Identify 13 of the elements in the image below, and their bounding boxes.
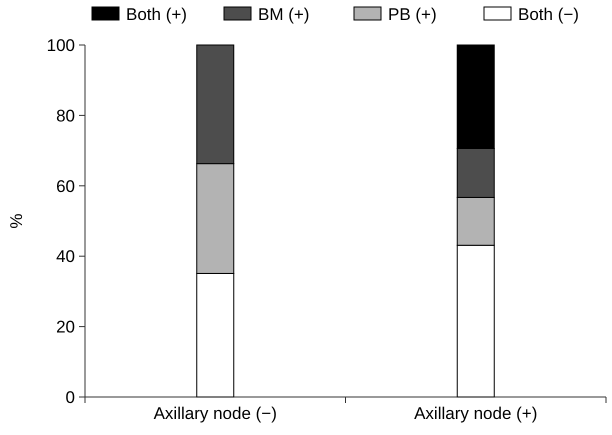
x-tick-label: Axillary node (+) <box>414 404 538 423</box>
y-tick-label: 40 <box>56 247 75 266</box>
y-tick-label: 0 <box>66 388 75 407</box>
y-axis-title: % <box>7 213 26 229</box>
legend-label: PB (+) <box>388 4 437 24</box>
y-tick-label: 100 <box>46 36 75 55</box>
legend-label: Both (−) <box>518 4 579 24</box>
legend-label: BM (+) <box>258 4 310 24</box>
x-tick-label: Axillary node (−) <box>154 404 277 423</box>
legend-label: Both (+) <box>126 4 187 24</box>
y-tick-label: 60 <box>56 176 75 196</box>
y-tick-label: 20 <box>56 318 75 337</box>
y-tick-label: 80 <box>56 106 75 126</box>
